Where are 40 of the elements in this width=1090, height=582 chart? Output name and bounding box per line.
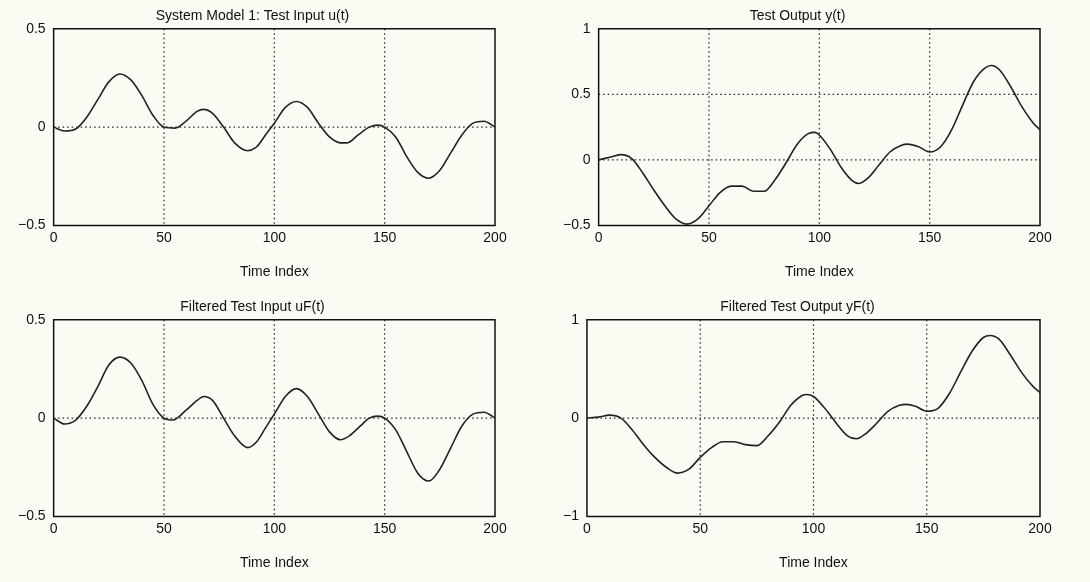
y-tick-label: 0: [37, 117, 46, 134]
y-tick-label: 1: [582, 19, 591, 36]
x-tick-label: 200: [483, 228, 507, 245]
chart-title: Filtered Test Output yF(t): [720, 298, 875, 315]
y-tick-label: 0: [571, 408, 580, 425]
x-tick-label: 150: [372, 228, 397, 245]
y-tick-label: −1: [562, 507, 580, 524]
x-tick-label: 100: [262, 519, 287, 536]
x-axis-title: Time Index: [784, 263, 854, 280]
y-tick-label: 0.5: [26, 310, 46, 327]
y-tick-label: 0.5: [571, 85, 591, 102]
y-tick-label: 1: [571, 310, 580, 327]
x-tick-label: 50: [156, 228, 172, 245]
x-axis-title: Time Index: [779, 554, 848, 571]
x-tick-label: 150: [915, 519, 939, 536]
x-tick-label: 150: [372, 519, 397, 536]
chart-title: Filtered Test Input uF(t): [180, 298, 325, 315]
y-tick-label: −0.5: [18, 507, 46, 524]
chart-title: System Model 1: Test Input u(t): [155, 7, 350, 24]
x-tick-label: 150: [917, 228, 942, 245]
x-tick-label: 100: [262, 228, 287, 245]
x-tick-label: 50: [692, 519, 709, 536]
x-tick-label: 200: [1028, 519, 1052, 536]
y-tick-label: −0.5: [563, 216, 591, 233]
y-tick-label: 0: [582, 150, 591, 167]
x-tick-label: 50: [701, 228, 717, 245]
x-axis-title: Time Index: [239, 263, 309, 280]
x-tick-label: 0: [49, 519, 58, 536]
x-tick-label: 0: [49, 228, 58, 245]
y-tick-label: 0.5: [26, 19, 46, 36]
x-tick-label: 200: [483, 519, 507, 536]
x-axis-title: Time Index: [239, 554, 309, 571]
x-tick-label: 100: [807, 228, 832, 245]
x-tick-label: 100: [801, 519, 826, 536]
chart-title: Test Output y(t): [749, 7, 846, 24]
x-tick-label: 50: [156, 519, 172, 536]
y-tick-label: 0: [37, 408, 46, 425]
y-tick-label: −0.5: [18, 216, 46, 233]
x-tick-label: 200: [1028, 228, 1052, 245]
x-tick-label: 0: [594, 228, 603, 245]
